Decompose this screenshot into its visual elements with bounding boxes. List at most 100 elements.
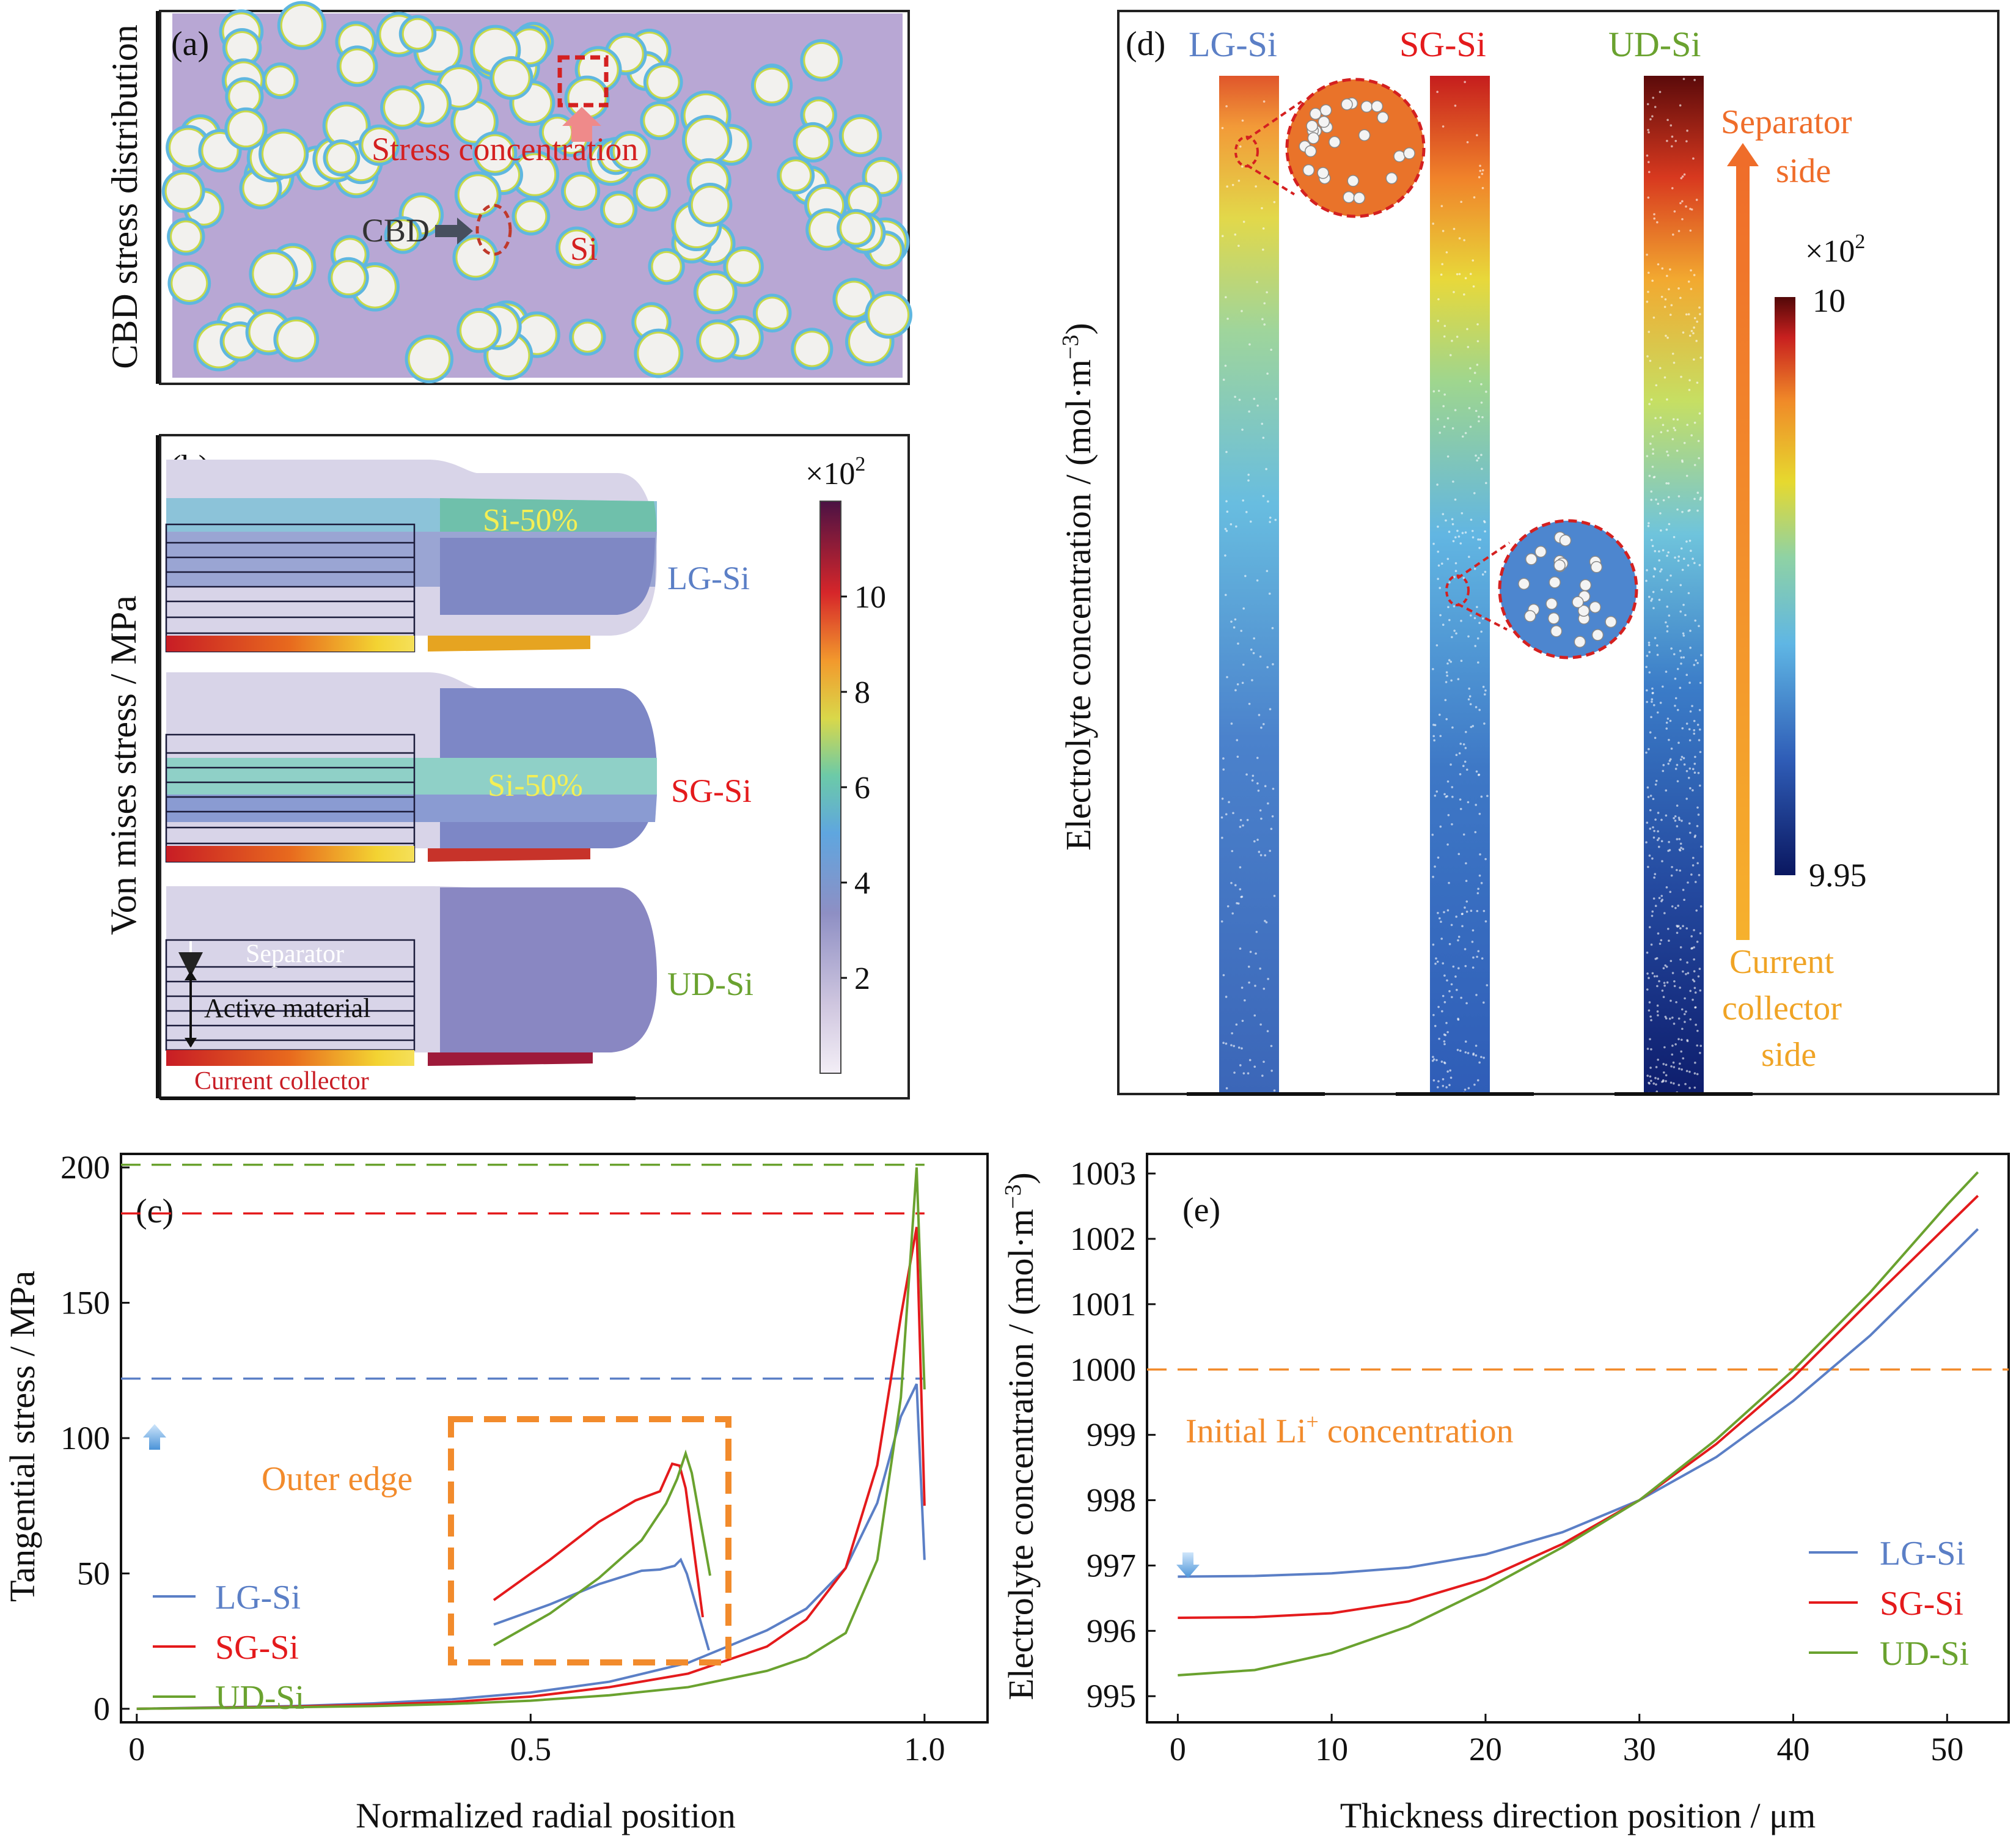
speck — [1263, 302, 1266, 305]
speck — [1453, 605, 1456, 608]
speck — [1667, 482, 1670, 485]
si-particle — [263, 133, 304, 174]
inset-series-line — [493, 1462, 704, 1618]
speck — [1652, 590, 1655, 593]
speck — [1696, 1073, 1699, 1076]
speck — [1646, 689, 1648, 692]
speck — [1440, 205, 1443, 207]
speck — [1475, 804, 1478, 806]
speck — [1262, 436, 1265, 439]
si-particle — [172, 222, 200, 251]
speck — [1253, 840, 1256, 843]
speck — [1459, 773, 1462, 776]
speck — [1669, 758, 1672, 761]
speck — [1663, 912, 1666, 914]
speck — [1437, 564, 1440, 567]
speck — [1443, 911, 1445, 914]
speck — [1647, 196, 1650, 199]
speck — [1664, 298, 1667, 301]
speck — [1677, 555, 1681, 558]
panel-c: (c) 0 0.5 1.0 0 50 100 150 200 Outer edge LG-Si… — [2, 1149, 989, 1835]
speck — [1696, 661, 1699, 664]
speck — [1646, 355, 1649, 358]
speck — [1432, 222, 1434, 225]
speck — [1674, 768, 1677, 770]
speck — [1693, 980, 1696, 983]
speck — [1480, 402, 1483, 404]
speck — [1477, 457, 1480, 460]
speck — [1660, 818, 1663, 821]
speck — [1647, 128, 1649, 131]
speck — [1266, 570, 1269, 573]
zoom-particle — [1559, 534, 1572, 546]
speck — [1225, 105, 1228, 108]
concentration-column-ud — [1644, 76, 1704, 1094]
speck — [1446, 843, 1449, 846]
speck — [1269, 516, 1272, 519]
speck — [1450, 1076, 1453, 1079]
speck — [1469, 273, 1472, 276]
speck — [1473, 567, 1476, 570]
speck — [1440, 1060, 1443, 1063]
speck — [1668, 523, 1671, 526]
speck — [1660, 431, 1663, 433]
zoom-particle — [1577, 604, 1590, 617]
speck — [1694, 1062, 1696, 1064]
speck — [1651, 465, 1654, 468]
speck — [1682, 603, 1685, 606]
si-particle — [867, 161, 898, 193]
speck — [1648, 641, 1651, 644]
zoom-particle — [1358, 129, 1371, 142]
speck — [1697, 439, 1700, 442]
speck — [1660, 840, 1663, 843]
speck — [1231, 183, 1234, 186]
legend-label: UD-Si — [1880, 1635, 1969, 1673]
speck — [1474, 645, 1477, 647]
speck — [1234, 618, 1237, 621]
speck — [1464, 277, 1467, 280]
speck — [1687, 592, 1690, 595]
speck — [1646, 988, 1649, 991]
zoom-particle — [1309, 108, 1322, 120]
speck — [1247, 474, 1250, 476]
speck — [1434, 724, 1437, 727]
speck — [1698, 708, 1701, 711]
speck — [1657, 1078, 1660, 1080]
speck — [1688, 540, 1692, 542]
speck — [1696, 491, 1699, 494]
speck — [1480, 882, 1483, 884]
speck — [1437, 525, 1439, 528]
speck — [1432, 724, 1435, 726]
speck — [1685, 769, 1688, 773]
speck — [1448, 1084, 1451, 1087]
speck — [1263, 323, 1266, 326]
speck — [1457, 1018, 1459, 1020]
speck — [1480, 795, 1483, 798]
speck — [1461, 512, 1464, 515]
speck — [1685, 1070, 1688, 1073]
speck — [1646, 1048, 1649, 1050]
row-name-ud: UD-Si — [667, 966, 753, 1002]
speck — [1694, 619, 1697, 622]
speck — [1468, 556, 1470, 558]
y-tick-label: 999 — [1087, 1417, 1136, 1453]
speck — [1454, 562, 1457, 565]
speck — [1263, 1060, 1265, 1063]
speck — [1443, 393, 1446, 396]
speck — [1669, 268, 1671, 271]
row-name-sg: SG-Si — [671, 773, 752, 809]
speck — [1241, 1047, 1243, 1050]
speck — [1681, 1008, 1684, 1011]
speck — [1695, 1023, 1697, 1026]
speck — [1475, 1045, 1478, 1047]
speck — [1446, 1030, 1449, 1034]
row-tag-lg: Si-50% — [483, 503, 578, 538]
speck — [1224, 364, 1227, 367]
si-particle — [569, 80, 605, 116]
speck — [1230, 1044, 1233, 1046]
speck — [1652, 575, 1655, 578]
speck — [1699, 1045, 1703, 1047]
speck — [1242, 663, 1245, 666]
speck — [1677, 1017, 1681, 1020]
speck — [1222, 757, 1225, 760]
